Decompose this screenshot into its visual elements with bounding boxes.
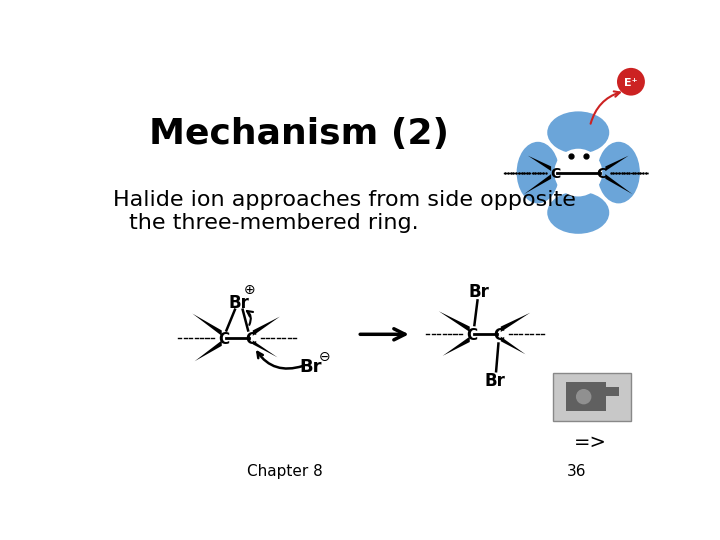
Text: 36: 36 xyxy=(567,464,587,479)
Polygon shape xyxy=(500,336,526,354)
Text: Br: Br xyxy=(300,359,322,376)
Polygon shape xyxy=(438,311,469,332)
Polygon shape xyxy=(192,314,222,336)
Polygon shape xyxy=(194,340,222,361)
Ellipse shape xyxy=(547,192,609,234)
Text: C: C xyxy=(218,332,230,347)
Text: C: C xyxy=(245,332,256,347)
Text: C: C xyxy=(550,167,560,181)
Text: Chapter 8: Chapter 8 xyxy=(248,464,323,479)
Ellipse shape xyxy=(547,111,609,154)
Polygon shape xyxy=(606,156,629,171)
Ellipse shape xyxy=(517,142,559,204)
Text: Halide ion approaches from side opposite: Halide ion approaches from side opposite xyxy=(113,190,576,210)
Circle shape xyxy=(576,389,591,404)
Text: =>: => xyxy=(573,433,606,451)
Text: Br: Br xyxy=(484,372,505,389)
Polygon shape xyxy=(606,174,632,194)
Polygon shape xyxy=(443,336,469,356)
Polygon shape xyxy=(253,316,280,336)
FancyBboxPatch shape xyxy=(566,382,606,411)
Text: ⊕: ⊕ xyxy=(244,282,256,296)
Text: C: C xyxy=(467,328,477,343)
Text: the three-membered ring.: the three-membered ring. xyxy=(129,213,418,233)
Polygon shape xyxy=(524,174,551,194)
Text: ⊖: ⊖ xyxy=(319,349,330,363)
Text: C: C xyxy=(596,167,607,181)
Ellipse shape xyxy=(597,142,640,204)
Text: Br: Br xyxy=(228,294,249,313)
Text: Mechanism (2): Mechanism (2) xyxy=(149,117,449,151)
Text: C: C xyxy=(493,328,504,343)
FancyBboxPatch shape xyxy=(606,387,618,396)
Circle shape xyxy=(617,68,645,96)
Polygon shape xyxy=(253,340,277,357)
Polygon shape xyxy=(528,156,551,171)
Polygon shape xyxy=(500,313,530,332)
Text: Br: Br xyxy=(469,283,490,301)
Text: E⁺: E⁺ xyxy=(624,78,638,87)
Ellipse shape xyxy=(554,148,602,197)
FancyBboxPatch shape xyxy=(554,373,631,421)
